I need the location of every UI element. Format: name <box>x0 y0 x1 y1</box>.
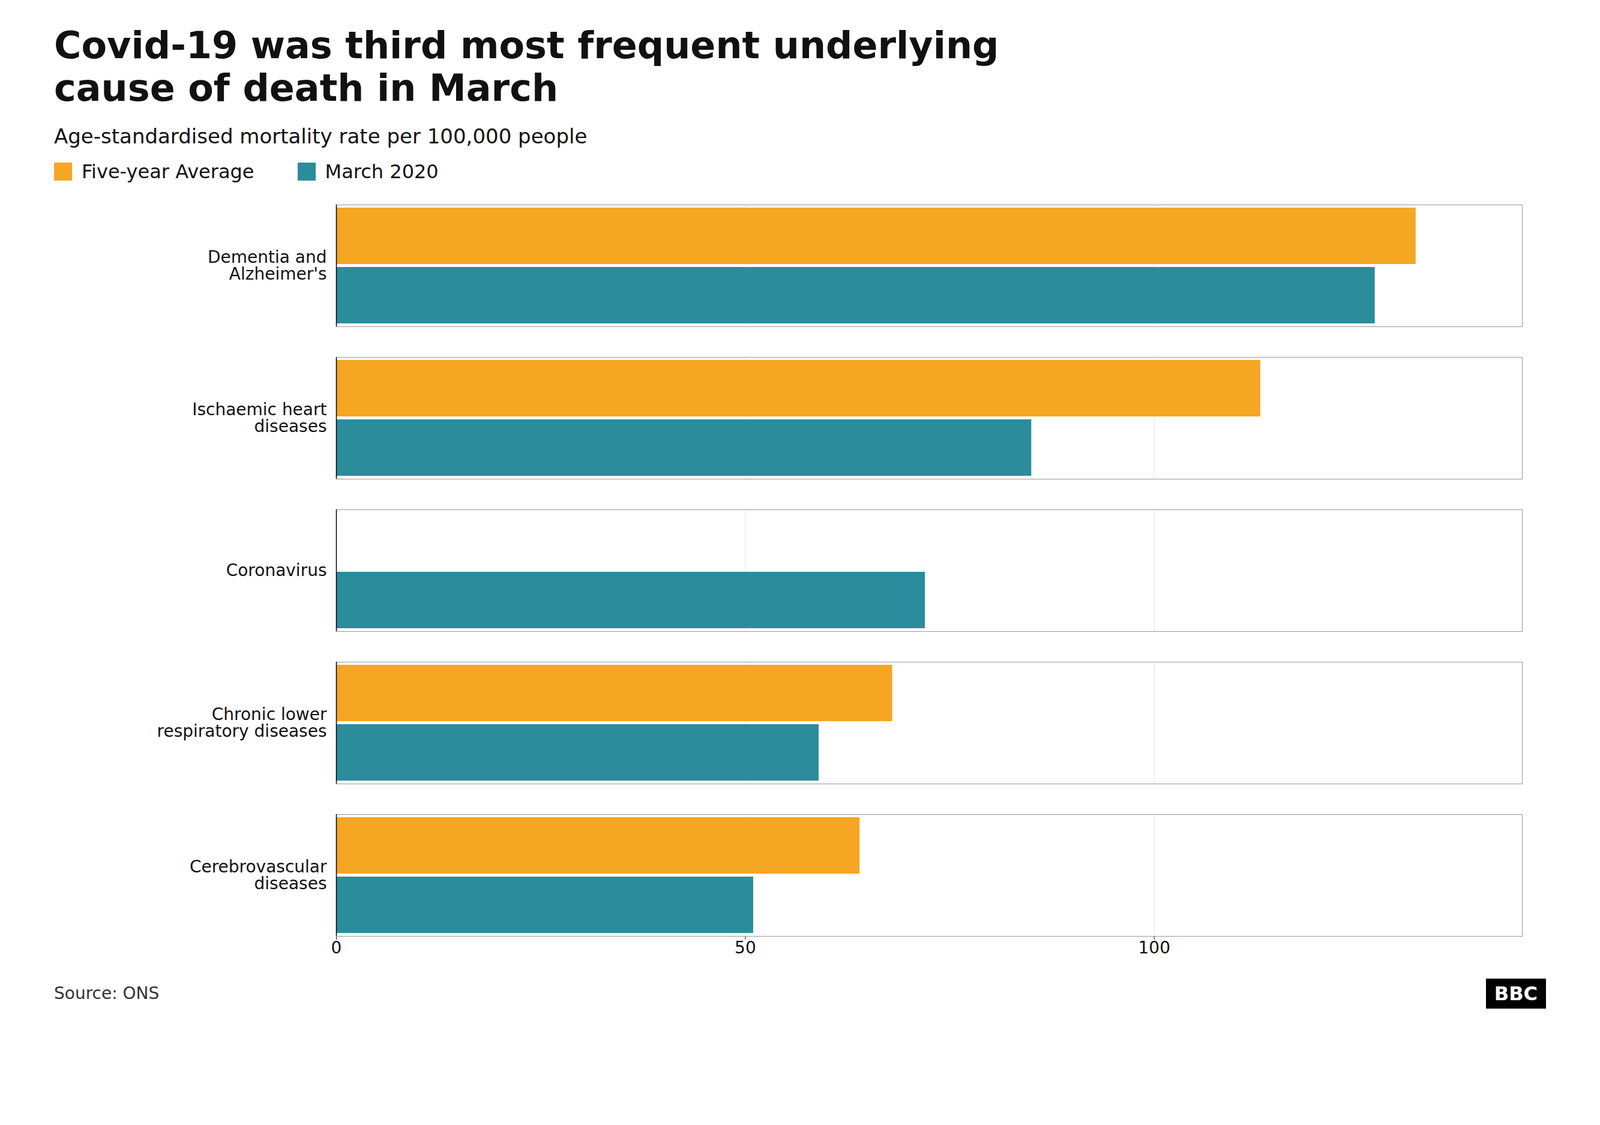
svg-text:100: 100 <box>1138 938 1171 958</box>
svg-text:Ischaemic heartdiseases: Ischaemic heartdiseases <box>192 399 327 437</box>
svg-text:Cerebrovasculardiseases: Cerebrovasculardiseases <box>189 857 328 894</box>
html-text:Source: ONS: Source: ONS <box>54 983 160 1004</box>
html-text:BBC: BBC <box>1494 982 1538 1006</box>
svg-text:0: 0 <box>331 938 343 958</box>
html-text:Covid-19 was third most freque: Covid-19 was third most frequent underly… <box>54 23 999 111</box>
html-text:Five-year Average: Five-year Average <box>81 160 255 183</box>
svg-text:Dementia andAlzheimer's: Dementia andAlzheimer's <box>207 247 328 284</box>
svg-text:50: 50 <box>734 938 757 958</box>
html-text:Age-standardised mortality rat: Age-standardised mortality rate per 100,… <box>54 123 588 148</box>
svg-text:Coronavirus: Coronavirus <box>226 560 328 581</box>
html-text:March 2020: March 2020 <box>324 160 439 183</box>
svg-text:Chronic lowerrespiratory disea: Chronic lowerrespiratory diseases <box>157 704 328 742</box>
